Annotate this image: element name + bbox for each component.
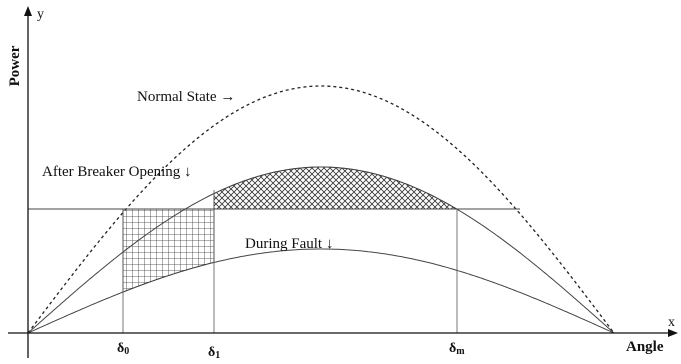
after-breaker-arrow: ↓: [184, 164, 192, 180]
deceleration-area: [213, 166, 458, 210]
delta0-label: δ0: [117, 341, 129, 357]
y-axis-letter: y: [37, 7, 44, 22]
deltam-label: δm: [449, 341, 465, 357]
x-axis-letter: x: [668, 315, 675, 330]
acceleration-area: [122, 208, 215, 293]
y-axis-name: Power: [7, 45, 23, 86]
during-fault-curve: [27, 248, 615, 334]
x-axis-name: Angle: [626, 339, 664, 355]
during-fault-arrow: ↓: [326, 236, 334, 252]
y-axis-arrow: [24, 6, 32, 16]
x-axis-arrow: [668, 329, 678, 337]
normal-state-arrow: →: [220, 89, 235, 105]
after-breaker-opening-curve: [27, 166, 615, 334]
after-breaker-label: After Breaker Opening ↓: [42, 164, 192, 180]
normal-state-label: Normal State →: [137, 89, 235, 105]
delta1-label: δ1: [208, 345, 220, 361]
during-fault-label: During Fault ↓: [245, 236, 333, 252]
